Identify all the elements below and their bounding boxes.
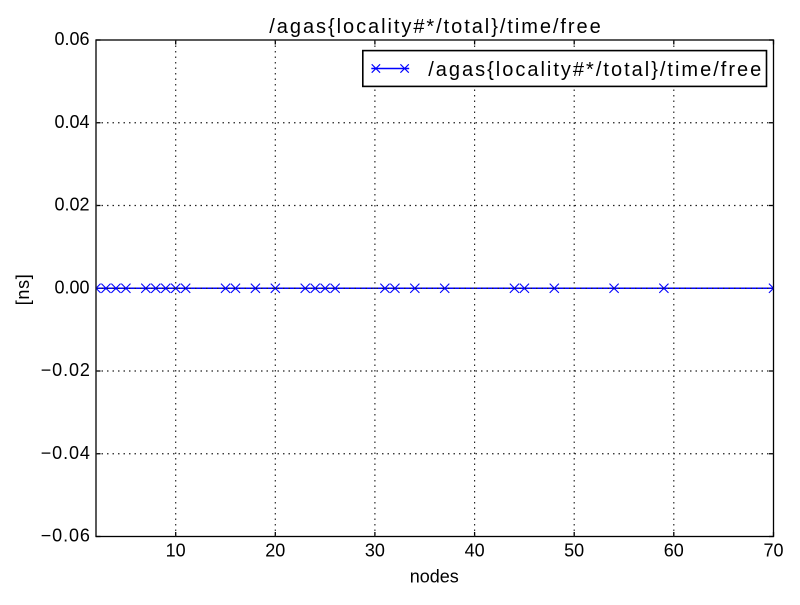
svg-text:−0.04: −0.04 bbox=[41, 443, 91, 463]
svg-text:[ns]: [ns] bbox=[13, 273, 33, 305]
svg-text:−0.06: −0.06 bbox=[41, 526, 91, 546]
svg-text:30: 30 bbox=[365, 541, 385, 561]
svg-text:0.00: 0.00 bbox=[54, 277, 89, 297]
svg-text:nodes: nodes bbox=[410, 567, 459, 587]
svg-text:60: 60 bbox=[664, 541, 684, 561]
svg-text:10: 10 bbox=[166, 541, 186, 561]
svg-text:−0.02: −0.02 bbox=[41, 360, 91, 380]
svg-text:50: 50 bbox=[564, 541, 584, 561]
svg-text:0.06: 0.06 bbox=[54, 29, 89, 49]
svg-text:/agas{locality#*/total}/time/f: /agas{locality#*/total}/time/free bbox=[428, 59, 763, 81]
svg-text:40: 40 bbox=[465, 541, 485, 561]
svg-text:0.04: 0.04 bbox=[54, 112, 89, 132]
svg-text:/agas{locality#*/total}/time/f: /agas{locality#*/total}/time/free bbox=[269, 16, 602, 38]
svg-text:70: 70 bbox=[763, 541, 783, 561]
svg-text:0.02: 0.02 bbox=[54, 195, 89, 215]
svg-text:20: 20 bbox=[265, 541, 285, 561]
